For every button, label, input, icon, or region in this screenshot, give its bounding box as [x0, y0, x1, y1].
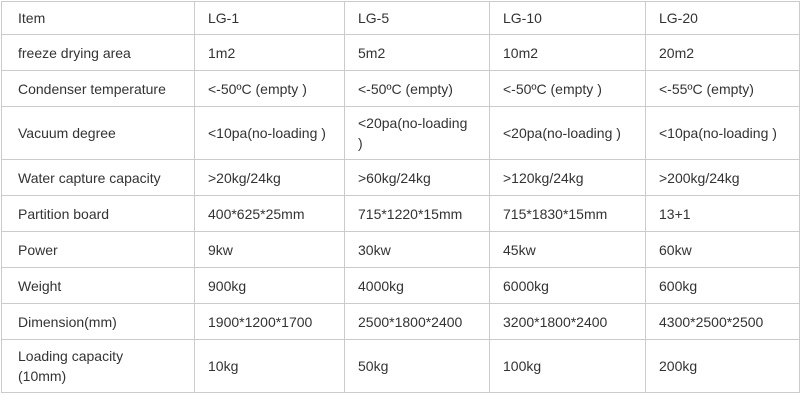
cell-value: >120kg/24kg: [489, 159, 646, 196]
spec-table-body: freeze drying area 1m2 5m2 10m2 20m2 Condense…: [1, 34, 800, 393]
cell-value: 3200*1800*2400: [489, 303, 646, 340]
table-row: Power 9kw 30kw 45kw 60kw: [1, 231, 800, 268]
row-label: Water capture capacity: [1, 159, 195, 196]
cell-value: 715*1220*15mm: [344, 195, 490, 232]
cell-value: >20kg/24kg: [194, 159, 345, 196]
cell-value: 13+1: [645, 195, 800, 232]
table-row: freeze drying area 1m2 5m2 10m2 20m2: [1, 34, 800, 71]
cell-value: 50kg: [344, 339, 490, 393]
model-column-header: LG-10: [489, 1, 646, 35]
cell-value: 200kg: [645, 339, 800, 393]
header-row: Item LG-1 LG-5 LG-10 LG-20: [1, 1, 800, 35]
cell-value: <10pa(no-loading ): [194, 106, 345, 160]
table-row: Weight 900kg 4000kg 6000kg 600kg: [1, 267, 800, 304]
cell-value: 4000kg: [344, 267, 490, 304]
cell-value: 5m2: [344, 34, 490, 71]
cell-value: <20pa(no-loading ): [344, 106, 490, 160]
cell-value: <-50ºC (empty): [344, 70, 490, 107]
cell-value: <20pa(no-loading ): [489, 106, 646, 160]
cell-value: 6000kg: [489, 267, 646, 304]
row-label: Partition board: [1, 195, 195, 232]
cell-value: 100kg: [489, 339, 646, 393]
model-column-header: LG-20: [645, 1, 800, 35]
model-column-header: LG-5: [344, 1, 490, 35]
row-label: Loading capacity (10mm): [1, 339, 195, 393]
cell-value: 60kw: [645, 231, 800, 268]
table-row: Condenser temperature <-50ºC (empty ) <-50…: [1, 70, 800, 107]
cell-value: <-50ºC (empty ): [489, 70, 646, 107]
cell-value: <-50ºC (empty ): [194, 70, 345, 107]
cell-value: 10m2: [489, 34, 646, 71]
table-row: Loading capacity (10mm) 10kg 50kg 100kg 200k…: [1, 339, 800, 393]
cell-value: 715*1830*15mm: [489, 195, 646, 232]
cell-value: 30kw: [344, 231, 490, 268]
table-row: Partition board 400*625*25mm 715*1220*15mm…: [1, 195, 800, 232]
row-label: Condenser temperature: [1, 70, 195, 107]
cell-value: 1m2: [194, 34, 345, 71]
cell-value: 1900*1200*1700: [194, 303, 345, 340]
row-label: Weight: [1, 267, 195, 304]
model-column-header: LG-1: [194, 1, 345, 35]
table-row: Water capture capacity >20kg/24kg >60kg/24…: [1, 159, 800, 196]
row-label: Vacuum degree: [1, 106, 195, 160]
cell-value: 45kw: [489, 231, 646, 268]
item-column-header: Item: [1, 1, 195, 35]
row-label: freeze drying area: [1, 34, 195, 71]
table-row: Dimension(mm) 1900*1200*1700 2500*1800*240…: [1, 303, 800, 340]
product-spec-table: Item LG-1 LG-5 LG-10 LG-20 freeze drying are…: [1, 1, 800, 393]
cell-value: 4300*2500*2500: [645, 303, 800, 340]
row-label: Power: [1, 231, 195, 268]
cell-value: 400*625*25mm: [194, 195, 345, 232]
cell-value: 600kg: [645, 267, 800, 304]
cell-value: 20m2: [645, 34, 800, 71]
table-row: Vacuum degree <10pa(no-loading ) <20pa(no-…: [1, 106, 800, 160]
cell-value: >200kg/24kg: [645, 159, 800, 196]
row-label: Dimension(mm): [1, 303, 195, 340]
cell-value: 9kw: [194, 231, 345, 268]
cell-value: 10kg: [194, 339, 345, 393]
spec-table-head: Item LG-1 LG-5 LG-10 LG-20: [1, 1, 800, 35]
cell-value: 900kg: [194, 267, 345, 304]
cell-value: >60kg/24kg: [344, 159, 490, 196]
cell-value: <10pa(no-loading ): [645, 106, 800, 160]
cell-value: 2500*1800*2400: [344, 303, 490, 340]
cell-value: <-55ºC (empty): [645, 70, 800, 107]
